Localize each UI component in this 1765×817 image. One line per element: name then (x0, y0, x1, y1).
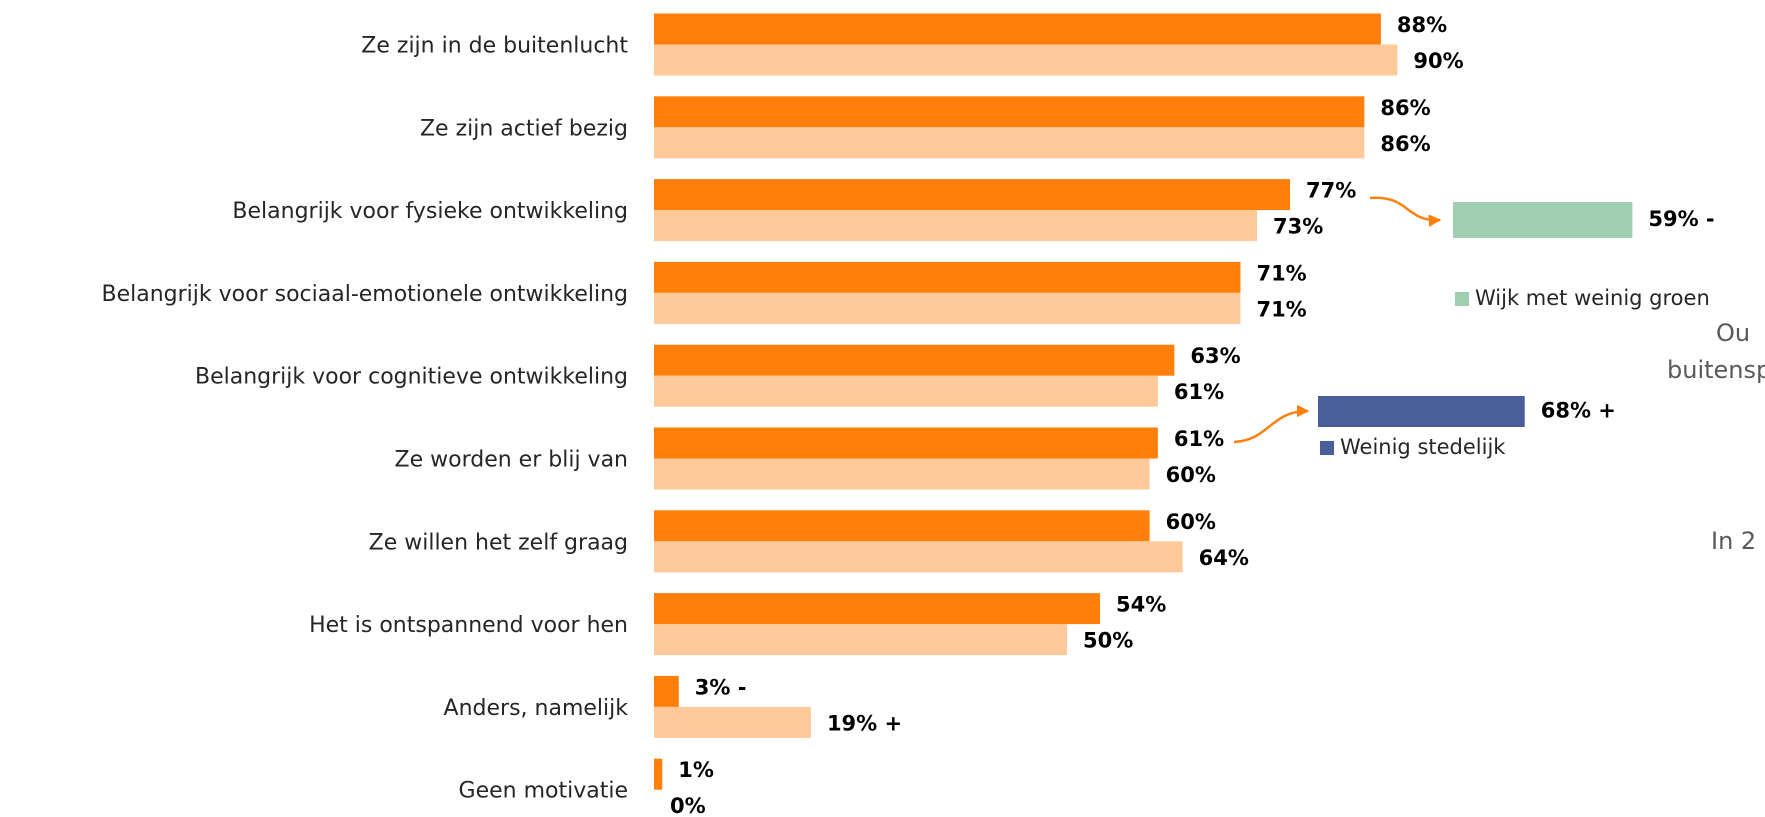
value-label: 61% (1174, 380, 1224, 404)
arrow (1369, 196, 1442, 227)
bar (654, 179, 1291, 211)
bar (654, 675, 679, 707)
category-label: Ze zijn actief bezig (420, 116, 628, 141)
bar (654, 624, 1067, 656)
value-label: 3% - (695, 675, 747, 699)
value-label: 73% (1273, 215, 1323, 239)
inset-bar (1318, 396, 1525, 427)
category-label: Ze worden er blij van (395, 448, 628, 473)
value-label: 86% (1380, 96, 1430, 120)
bar (654, 344, 1175, 376)
bar (654, 458, 1150, 490)
value-label: 61% (1174, 427, 1224, 451)
category-label: Belangrijk voor sociaal-emotionele ontwi… (102, 282, 629, 307)
bar (654, 593, 1101, 625)
category-label: Het is ontspannend voor hen (309, 613, 628, 638)
value-label: 19% + (827, 711, 902, 735)
value-label: 88% (1397, 13, 1447, 37)
legend-label: Wijk met weinig groen (1475, 286, 1710, 310)
value-label: 50% (1083, 629, 1133, 653)
value-label: 86% (1380, 132, 1430, 156)
value-label: 54% (1116, 593, 1166, 617)
value-label: 63% (1190, 344, 1240, 368)
bar (654, 127, 1365, 159)
annotation: In 2 (1711, 527, 1756, 555)
value-label: 71% (1256, 261, 1306, 285)
bar (654, 758, 663, 790)
bar (654, 427, 1158, 459)
legend-swatch (1455, 292, 1469, 306)
annotation: buitensp (1667, 356, 1765, 384)
legend-swatch (1320, 441, 1334, 455)
value-label: 71% (1256, 297, 1306, 321)
annotation: Ou (1716, 319, 1750, 347)
value-label: 90% (1413, 49, 1463, 73)
category-label: Ze willen het zelf graag (369, 530, 628, 555)
inset-value-label: 59% - (1648, 207, 1714, 231)
bar (654, 261, 1241, 293)
category-label: Anders, namelijk (444, 696, 629, 721)
bar (654, 210, 1257, 242)
bar (654, 541, 1183, 573)
legend-label: Weinig stedelijk (1340, 435, 1506, 459)
value-label: 77% (1306, 179, 1356, 203)
bar (654, 96, 1365, 128)
bar (654, 292, 1241, 324)
value-label: 0% (670, 794, 706, 817)
bar (654, 375, 1158, 407)
bar (654, 44, 1398, 76)
value-label: 64% (1199, 546, 1249, 570)
category-label: Ze zijn in de buitenlucht (361, 34, 628, 59)
arrow (1233, 404, 1310, 444)
value-label: 60% (1166, 463, 1216, 487)
category-label: Belangrijk voor fysieke ontwikkeling (232, 199, 628, 224)
bar (654, 13, 1381, 45)
category-label: Belangrijk voor cognitieve ontwikkeling (195, 365, 628, 390)
value-label: 1% (678, 758, 714, 782)
category-label: Geen motivatie (459, 779, 628, 804)
value-label: 60% (1166, 510, 1216, 534)
inset-bar (1453, 202, 1633, 238)
inset-value-label: 68% + (1541, 399, 1616, 423)
bar (654, 706, 811, 738)
bar (654, 510, 1150, 542)
